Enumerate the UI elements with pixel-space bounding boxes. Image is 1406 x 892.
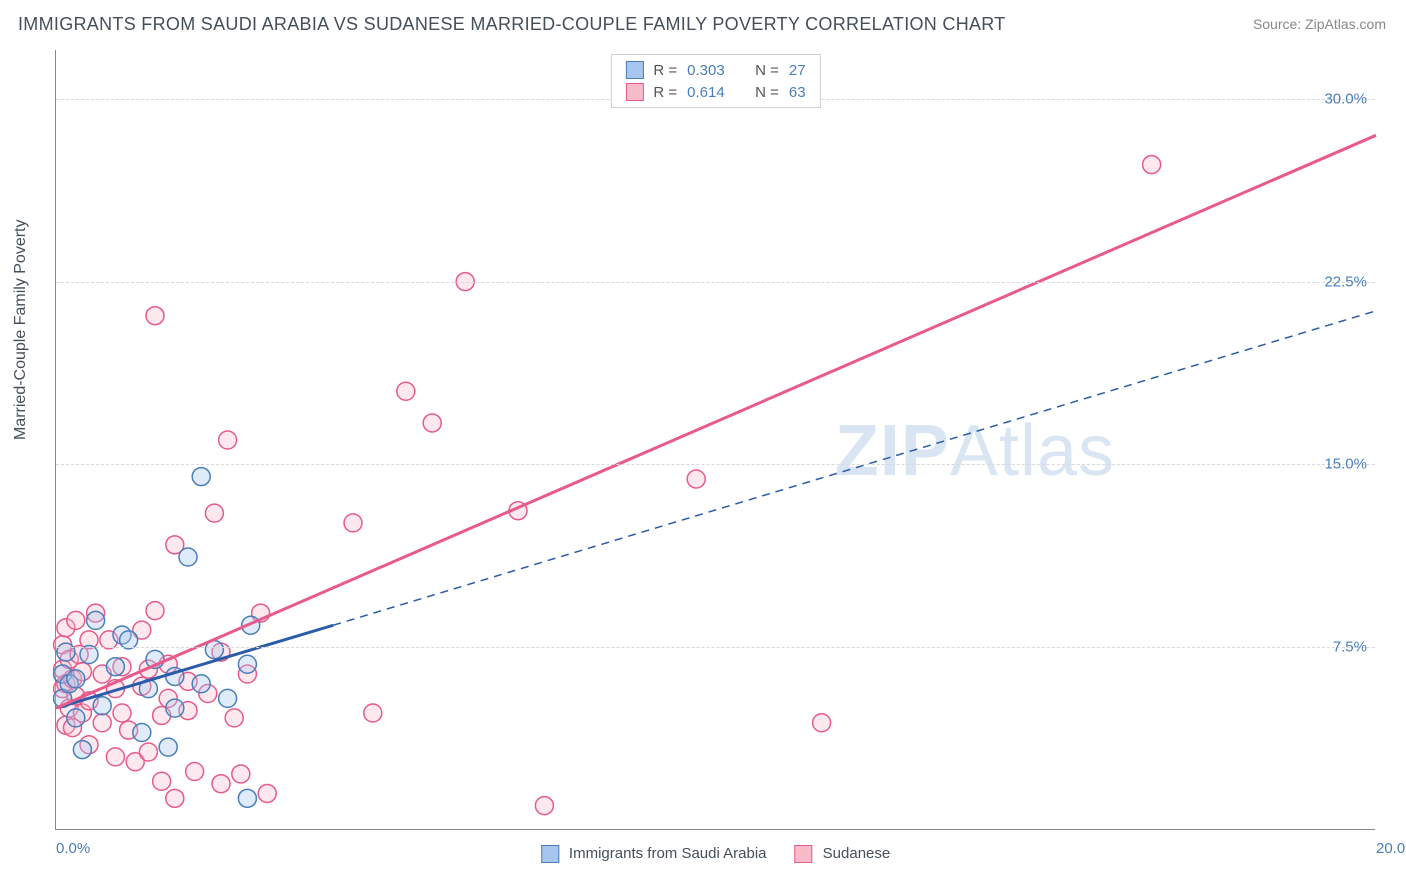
scatter-point <box>344 514 362 532</box>
plot-area: ZIPAtlas R = 0.303 N = 27 R = 0.614 N = … <box>55 50 1375 830</box>
legend-series: Immigrants from Saudi Arabia Sudanese <box>541 845 890 863</box>
scatter-point <box>205 504 223 522</box>
scatter-point <box>57 643 75 661</box>
scatter-point <box>166 789 184 807</box>
r-label: R = <box>653 62 677 79</box>
trend-line-dashed <box>333 311 1376 625</box>
n-value-sudanese: 63 <box>789 84 806 101</box>
scatter-point <box>186 763 204 781</box>
scatter-point <box>139 743 157 761</box>
chart-title: IMMIGRANTS FROM SAUDI ARABIA VS SUDANESE… <box>18 14 1006 35</box>
scatter-point <box>238 789 256 807</box>
scatter-point <box>106 748 124 766</box>
gridline <box>56 282 1375 283</box>
legend-label-sudanese: Sudanese <box>823 845 891 862</box>
n-label: N = <box>755 62 779 79</box>
legend-swatch-sudanese-bottom <box>795 845 813 863</box>
r-value-saudi: 0.303 <box>687 62 737 79</box>
legend-row-sudanese: R = 0.614 N = 63 <box>625 81 805 103</box>
scatter-point <box>120 631 138 649</box>
scatter-point <box>364 704 382 722</box>
scatter-point <box>212 775 230 793</box>
y-axis-label: Married-Couple Family Poverty <box>12 219 30 440</box>
scatter-point <box>238 655 256 673</box>
legend-item-saudi: Immigrants from Saudi Arabia <box>541 845 767 863</box>
scatter-point <box>146 307 164 325</box>
source-label: Source: ZipAtlas.com <box>1253 16 1386 32</box>
chart-svg <box>56 50 1375 829</box>
trend-line <box>56 135 1376 708</box>
n-value-saudi: 27 <box>789 62 806 79</box>
legend-swatch-saudi <box>625 61 643 79</box>
gridline <box>56 464 1375 465</box>
scatter-point <box>73 741 91 759</box>
scatter-point <box>113 704 131 722</box>
scatter-point <box>687 470 705 488</box>
scatter-point <box>133 724 151 742</box>
scatter-point <box>813 714 831 732</box>
y-tick-label: 15.0% <box>1324 456 1367 473</box>
scatter-point <box>219 431 237 449</box>
scatter-point <box>192 468 210 486</box>
scatter-point <box>67 670 85 688</box>
legend-correlation: R = 0.303 N = 27 R = 0.614 N = 63 <box>610 54 820 108</box>
r-label: R = <box>653 84 677 101</box>
y-tick-label: 30.0% <box>1324 90 1367 107</box>
scatter-point <box>232 765 250 783</box>
y-tick-label: 22.5% <box>1324 273 1367 290</box>
scatter-point <box>87 611 105 629</box>
legend-swatch-saudi-bottom <box>541 845 559 863</box>
scatter-point <box>535 797 553 815</box>
scatter-point <box>67 709 85 727</box>
scatter-point <box>179 548 197 566</box>
r-value-sudanese: 0.614 <box>687 84 737 101</box>
legend-label-saudi: Immigrants from Saudi Arabia <box>569 845 767 862</box>
n-label: N = <box>755 84 779 101</box>
scatter-point <box>423 414 441 432</box>
legend-swatch-sudanese <box>625 83 643 101</box>
scatter-point <box>258 784 276 802</box>
x-tick-label: 0.0% <box>56 840 90 857</box>
scatter-point <box>219 689 237 707</box>
scatter-point <box>192 675 210 693</box>
y-tick-label: 7.5% <box>1333 639 1367 656</box>
scatter-point <box>397 382 415 400</box>
scatter-point <box>93 714 111 732</box>
legend-row-saudi: R = 0.303 N = 27 <box>625 59 805 81</box>
scatter-point <box>93 697 111 715</box>
scatter-point <box>166 699 184 717</box>
scatter-point <box>225 709 243 727</box>
scatter-point <box>146 602 164 620</box>
gridline <box>56 647 1375 648</box>
legend-item-sudanese: Sudanese <box>795 845 891 863</box>
scatter-point <box>1143 156 1161 174</box>
scatter-point <box>153 772 171 790</box>
scatter-point <box>80 646 98 664</box>
scatter-point <box>67 611 85 629</box>
scatter-point <box>159 738 177 756</box>
scatter-point <box>106 658 124 676</box>
